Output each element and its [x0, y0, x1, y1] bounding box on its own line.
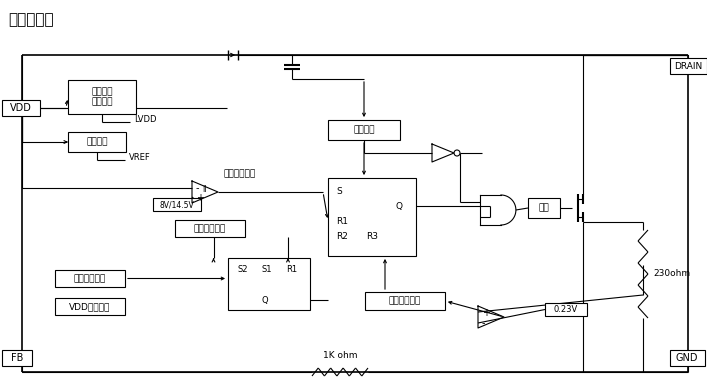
Text: VREF: VREF: [129, 152, 151, 162]
Bar: [328, 178, 416, 256]
Bar: [228, 258, 310, 310]
Text: Ⅱ: Ⅱ: [202, 185, 206, 194]
Text: FB: FB: [11, 353, 23, 363]
Text: LVDD: LVDD: [134, 114, 156, 123]
Bar: [68, 80, 136, 114]
Text: 基准电路: 基准电路: [86, 138, 107, 147]
Bar: [55, 270, 125, 287]
Bar: [365, 292, 445, 310]
Bar: [175, 220, 245, 237]
Bar: [68, 132, 126, 152]
Text: +: +: [482, 308, 490, 318]
Bar: [528, 198, 560, 218]
Text: 内部电源
产生电路: 内部电源 产生电路: [91, 87, 112, 107]
Text: 驱动: 驱动: [539, 203, 549, 212]
Text: +: +: [196, 193, 204, 203]
Text: Q: Q: [396, 201, 403, 211]
Text: 过压保护电路: 过压保护电路: [74, 274, 106, 283]
Text: S: S: [336, 187, 341, 196]
Text: 振荡电路: 振荡电路: [354, 125, 375, 134]
Text: 欠压保护电路: 欠压保护电路: [223, 169, 255, 178]
Text: 0.23V: 0.23V: [554, 305, 578, 314]
Text: 过温保护电路: 过温保护电路: [194, 224, 226, 233]
Text: S2: S2: [238, 265, 248, 274]
Text: 230ohm: 230ohm: [653, 270, 690, 278]
Text: R1: R1: [336, 216, 348, 225]
Text: R3: R3: [366, 232, 378, 241]
Bar: [670, 350, 705, 366]
Bar: [2, 100, 40, 116]
Bar: [670, 58, 707, 74]
Text: 1K ohm: 1K ohm: [323, 350, 357, 359]
Bar: [2, 350, 32, 366]
Text: R1: R1: [286, 265, 297, 274]
Text: DRAIN: DRAIN: [674, 62, 702, 71]
Text: 8V/14.5V: 8V/14.5V: [160, 200, 194, 209]
Text: -: -: [196, 183, 199, 193]
Text: 内部方框图: 内部方框图: [8, 12, 54, 27]
Text: R2: R2: [336, 232, 348, 241]
Text: VDD: VDD: [10, 103, 32, 113]
Bar: [153, 198, 201, 211]
Text: Q: Q: [262, 296, 269, 305]
Text: 前沿消隐电路: 前沿消隐电路: [389, 296, 421, 305]
Text: VDD钳位电路: VDD钳位电路: [69, 302, 111, 311]
Text: S1: S1: [262, 265, 272, 274]
Bar: [55, 298, 125, 315]
Text: GND: GND: [676, 353, 699, 363]
Bar: [545, 303, 587, 316]
Text: -: -: [482, 318, 486, 328]
Bar: [328, 120, 400, 140]
